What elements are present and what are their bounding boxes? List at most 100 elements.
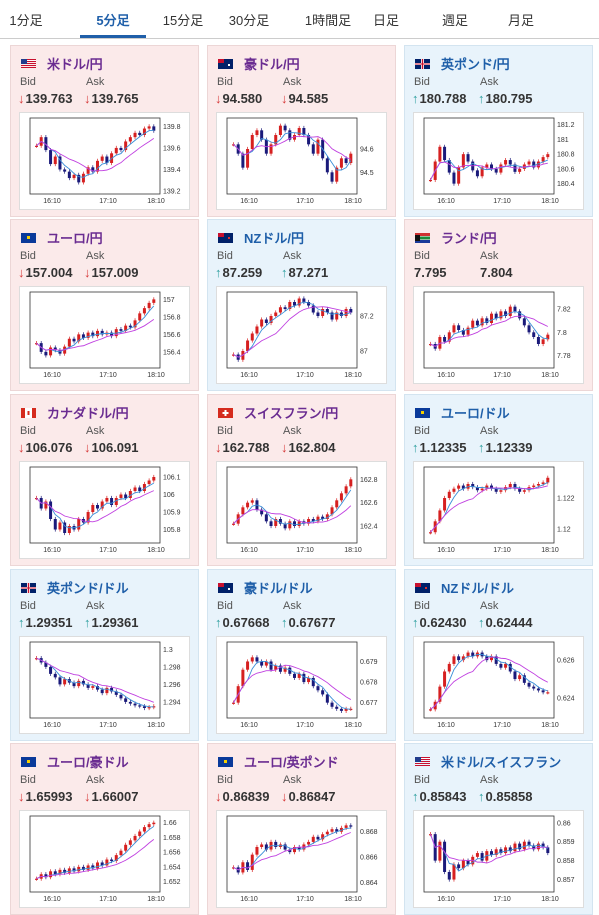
candle: [447, 491, 451, 498]
candle: [133, 320, 137, 328]
y-tick-label: 7.78: [557, 353, 571, 360]
ask-price: 0.86847: [288, 789, 336, 804]
candlestick-chart: 87.2 87 16:10 17:10 18:10: [226, 291, 374, 379]
candle: [311, 144, 315, 154]
pair-name[interactable]: カナダドル/円: [47, 406, 129, 421]
candlestick-chart: 181.2 181 180.8 180.6 180.4 16:10 17:10 18:10: [423, 117, 575, 205]
y-tick-label: 1.3: [163, 647, 173, 654]
price-chart[interactable]: 1.122 1.12 16:10 17:10 18:10: [413, 461, 584, 559]
candle: [297, 128, 301, 135]
pair-name[interactable]: ユーロ/ドル: [441, 406, 510, 421]
candle: [110, 498, 114, 505]
rate-card[interactable]: 豪ドル/ドル Bid Ask ↑0.67668 ↑0.67677 0.679 0.678 0.…: [207, 569, 396, 741]
candle: [457, 864, 461, 869]
x-tick-label: 18:10: [344, 547, 362, 554]
tab-0[interactable]: 1分足: [9, 13, 43, 28]
rate-card[interactable]: カナダドル/円 Bid Ask ↓106.076 ↓106.091 106.1 106 105…: [10, 394, 199, 566]
y-tick-label: 157: [163, 297, 175, 304]
arrow-down-icon: ↓: [281, 91, 288, 106]
ask-price: 0.85858: [485, 789, 533, 804]
candle: [499, 490, 503, 492]
pair-name[interactable]: 米ドル/円: [47, 57, 103, 72]
rate-card[interactable]: NZドル/円 Bid Ask ↑87.259 ↑87.271 87.2 87 16:10 17:…: [207, 219, 396, 391]
price-chart[interactable]: 87.2 87 16:10 17:10 18:10: [216, 286, 387, 384]
rate-card[interactable]: 英ポンド/円 Bid Ask ↑180.788 ↑180.795 181.2 181 180.…: [404, 45, 593, 217]
candle: [264, 661, 268, 666]
candle: [105, 498, 109, 502]
price-chart[interactable]: 94.6 94.5 16:10 17:10 18:10: [216, 112, 387, 210]
rate-card[interactable]: 豪ドル/円 Bid Ask ↓94.580 ↓94.585 94.6 94.5 16:10 17…: [207, 45, 396, 217]
price-chart[interactable]: 181.2 181 180.8 180.6 180.4 16:10 17:10 18:10: [413, 112, 584, 210]
tab-5[interactable]: 日足: [372, 13, 399, 28]
flag-icon: [218, 405, 233, 418]
tab-4[interactable]: 1時間足: [304, 13, 352, 28]
rate-card[interactable]: ユーロ/ドル Bid Ask ↑1.12335 ↑1.12339 1.122 1.12 16:…: [404, 394, 593, 566]
price-chart[interactable]: 106.1 106 105.9 105.8 16:10 17:10 18:10: [19, 461, 190, 559]
price-chart[interactable]: 7.82 7.8 7.78 16:10 17:10 18:10: [413, 286, 584, 384]
pair-name[interactable]: ユーロ/円: [47, 231, 103, 246]
rate-card[interactable]: 米ドル/スイスフラン Bid Ask ↑0.85843 ↑0.85858 0.86 0.85…: [404, 743, 593, 915]
candle: [302, 298, 306, 302]
candle: [452, 864, 456, 880]
candle: [124, 141, 128, 151]
pair-name[interactable]: ユーロ/英ポンド: [244, 755, 339, 770]
tab-2[interactable]: 15分足: [162, 13, 204, 28]
price-chart[interactable]: 0.868 0.866 0.864 16:10 17:10 18:10: [216, 810, 387, 908]
candle: [321, 309, 325, 316]
pair-name[interactable]: NZドル/ドル: [441, 581, 514, 596]
candlestick-chart: 94.6 94.5 16:10 17:10 18:10: [226, 117, 374, 205]
candle: [147, 126, 151, 129]
bid-value: ↑1.12335: [412, 440, 467, 455]
candle: [44, 501, 48, 509]
x-tick-label: 18:10: [344, 722, 362, 729]
pair-name[interactable]: 英ポンド/円: [441, 57, 510, 72]
candle: [335, 167, 339, 182]
pair-name[interactable]: ランド/円: [441, 231, 497, 246]
pair-name[interactable]: 米ドル/スイスフラン: [441, 755, 562, 770]
rate-card[interactable]: NZドル/ドル Bid Ask ↑0.62430 ↑0.62444 0.626 0.624 1…: [404, 569, 593, 741]
price-chart[interactable]: 0.679 0.678 0.677 16:10 17:10 18:10: [216, 636, 387, 734]
pair-name[interactable]: ユーロ/豪ドル: [47, 755, 129, 770]
price-chart[interactable]: 162.8 162.6 162.4 16:10 17:10 18:10: [216, 461, 387, 559]
candle: [72, 338, 76, 342]
x-tick-label: 16:10: [437, 722, 455, 729]
pair-name[interactable]: 豪ドル/ドル: [244, 581, 313, 596]
candle: [269, 521, 273, 526]
price-chart[interactable]: 1.3 1.298 1.296 1.294 16:10 17:10 18:10: [19, 636, 190, 734]
candle: [438, 841, 442, 861]
tab-1[interactable]: 5分足: [80, 0, 146, 38]
candle: [443, 498, 447, 511]
candle: [86, 332, 90, 338]
y-tick-label: 162.4: [360, 524, 378, 531]
candle: [77, 519, 81, 530]
rate-card[interactable]: ユーロ/円 Bid Ask ↓157.004 ↓157.009 157 156.8 156.6…: [10, 219, 199, 391]
price-chart[interactable]: 157 156.8 156.6 156.4 16:10 17:10 18:10: [19, 286, 190, 384]
pair-name[interactable]: 豪ドル/円: [244, 57, 300, 72]
tab-7[interactable]: 月足: [507, 13, 534, 28]
price-chart[interactable]: 0.86 0.859 0.858 0.857 16:10 17:10 18:10: [413, 810, 584, 908]
candle: [283, 844, 287, 850]
rate-card[interactable]: ランド/円 Bid Ask 7.795 7.804 7.82 7.8 7.78 16:10 17:…: [404, 219, 593, 391]
ask-label: Ask: [480, 774, 499, 786]
price-chart[interactable]: 1.66 1.658 1.656 1.654 1.652 16:10 17:10 18:10: [19, 810, 190, 908]
price-chart[interactable]: 139.8 139.6 139.4 139.2 16:10 17:10 18:10: [19, 112, 190, 210]
pair-name[interactable]: スイスフラン/円: [244, 406, 339, 421]
candle: [260, 130, 264, 140]
rate-card[interactable]: 米ドル/円 Bid Ask ↓139.763 ↓139.765 139.8 139.6 139…: [10, 45, 199, 217]
candle: [152, 822, 156, 825]
rate-card[interactable]: 英ポンド/ドル Bid Ask ↑1.29351 ↑1.29361 1.3 1.298 1.2…: [10, 569, 199, 741]
tab-3[interactable]: 30分足: [228, 13, 270, 28]
rate-card[interactable]: ユーロ/豪ドル Bid Ask ↓1.65993 ↓1.66007 1.66 1.658 1.…: [10, 743, 199, 915]
rate-card[interactable]: スイスフラン/円 Bid Ask ↓162.788 ↓162.804 162.8 162.6…: [207, 394, 396, 566]
tab-6[interactable]: 週足: [441, 13, 468, 28]
candle: [499, 164, 503, 173]
price-chart[interactable]: 0.626 0.624 16:10 17:10 18:10: [413, 636, 584, 734]
y-tick-label: 162.8: [360, 477, 378, 484]
x-tick-label: 16:10: [43, 372, 61, 379]
candle: [288, 302, 292, 309]
x-tick-label: 18:10: [147, 896, 165, 903]
pair-name[interactable]: NZドル/円: [244, 231, 304, 246]
rate-card[interactable]: ユーロ/英ポンド Bid Ask ↓0.86839 ↓0.86847 0.868 0.866…: [207, 743, 396, 915]
pair-name[interactable]: 英ポンド/ドル: [47, 581, 129, 596]
candle: [110, 687, 114, 692]
